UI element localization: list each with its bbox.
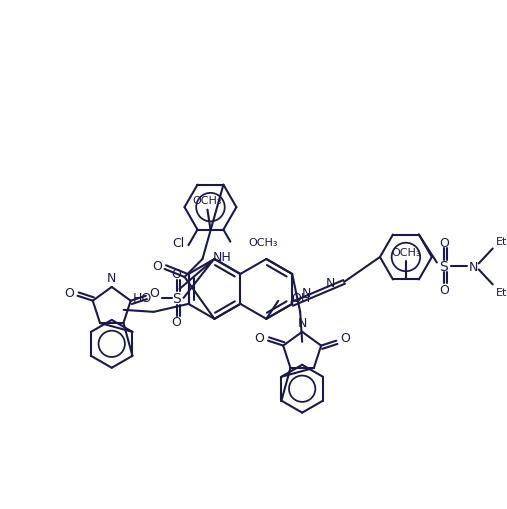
- Text: OH: OH: [291, 292, 310, 305]
- Text: Et: Et: [496, 288, 507, 298]
- Text: N: N: [298, 317, 307, 330]
- Text: OCH₃: OCH₃: [391, 247, 421, 257]
- Text: NH: NH: [212, 251, 231, 264]
- Text: O: O: [340, 332, 350, 345]
- Text: O: O: [255, 332, 265, 345]
- Text: HO: HO: [132, 292, 152, 305]
- Text: O: O: [153, 260, 163, 273]
- Text: Cl: Cl: [172, 236, 185, 249]
- Text: OCH₃: OCH₃: [193, 195, 222, 205]
- Text: OCH₃: OCH₃: [248, 237, 278, 247]
- Text: O: O: [150, 287, 159, 300]
- Text: O: O: [439, 284, 449, 296]
- Text: O: O: [439, 237, 449, 249]
- Text: N: N: [302, 287, 311, 300]
- Text: S: S: [440, 260, 448, 274]
- Text: O: O: [171, 316, 182, 329]
- Text: O: O: [64, 287, 74, 300]
- Text: Et: Et: [496, 236, 507, 246]
- Text: S: S: [172, 291, 181, 305]
- Text: N: N: [325, 277, 335, 290]
- Text: N: N: [469, 261, 479, 273]
- Text: N: N: [107, 272, 117, 285]
- Text: O: O: [171, 268, 182, 281]
